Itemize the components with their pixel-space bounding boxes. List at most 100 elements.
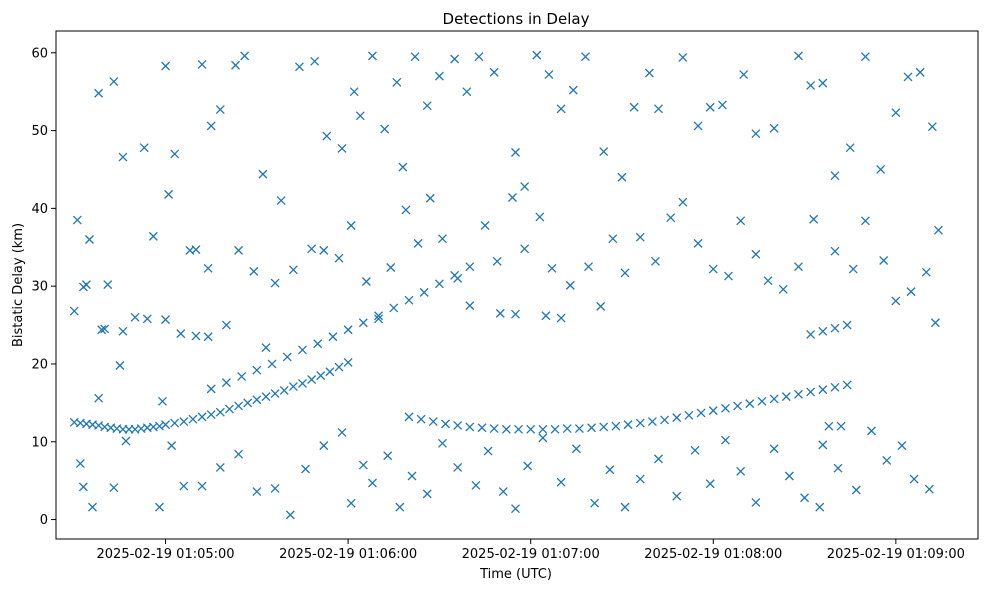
- data-point-marker: [769, 394, 779, 404]
- data-point-marker: [693, 238, 703, 248]
- data-point-marker: [815, 502, 825, 512]
- data-point-marker: [495, 308, 505, 318]
- data-point-marker: [237, 371, 247, 381]
- data-point-marker: [471, 480, 481, 490]
- data-point-marker: [556, 104, 566, 114]
- data-point-marker: [705, 102, 715, 112]
- data-point-marker: [270, 483, 280, 493]
- data-point-marker: [179, 417, 189, 426]
- y-tick-label: 30: [31, 280, 48, 295]
- data-point-marker: [851, 485, 861, 495]
- data-point-marker: [867, 426, 876, 436]
- data-point-marker: [288, 265, 298, 275]
- data-point-marker: [845, 143, 855, 153]
- data-point-marker: [170, 418, 180, 428]
- data-point-marker: [252, 487, 262, 497]
- data-point-marker: [191, 331, 201, 341]
- data-point-marker: [72, 215, 82, 225]
- data-point-marker: [818, 78, 828, 88]
- data-point-marker: [590, 498, 600, 508]
- data-point-marker: [897, 441, 907, 451]
- data-point-marker: [739, 70, 749, 80]
- data-point-marker: [635, 418, 645, 428]
- data-point-marker: [745, 399, 755, 409]
- data-point-marker: [520, 244, 530, 254]
- data-point-marker: [927, 122, 937, 132]
- data-point-marker: [307, 375, 317, 384]
- data-point-marker: [751, 129, 761, 139]
- data-point-marker: [234, 245, 244, 255]
- data-point-marker: [562, 424, 572, 433]
- x-axis: 2025-02-19 01:05:00 2025-02-19 01:06:00 20…: [97, 539, 965, 562]
- data-point-marker: [450, 54, 460, 64]
- data-point-marker: [334, 362, 344, 372]
- data-point-marker: [848, 264, 858, 274]
- plot-frame: [55, 30, 979, 540]
- data-point-marker: [404, 295, 414, 305]
- data-point-marker: [538, 424, 548, 434]
- data-point-marker: [398, 162, 408, 172]
- data-point-marker: [88, 502, 97, 512]
- data-point-marker: [410, 52, 420, 62]
- y-tick-label: 40: [31, 202, 48, 217]
- x-axis-label: Time (UTC): [479, 567, 552, 582]
- data-point-marker: [751, 249, 761, 259]
- data-point-marker: [757, 396, 767, 406]
- data-point-marker: [282, 352, 292, 362]
- data-point-marker: [806, 80, 816, 90]
- data-point-marker: [532, 50, 542, 60]
- data-point-marker: [349, 87, 359, 97]
- data-point-marker: [550, 424, 560, 434]
- data-point-marker: [319, 245, 329, 255]
- data-point-marker: [334, 253, 344, 263]
- data-point-marker: [261, 392, 271, 402]
- data-point-marker: [836, 421, 846, 431]
- data-point-marker: [154, 502, 164, 512]
- data-point-marker: [465, 301, 475, 311]
- data-point-marker: [374, 311, 384, 321]
- data-point-marker: [197, 59, 207, 69]
- y-tick-label: 10: [31, 435, 48, 450]
- data-point-marker: [903, 72, 913, 82]
- data-point-marker: [587, 423, 597, 433]
- data-point-marker: [781, 392, 791, 402]
- data-point-marker: [608, 234, 618, 244]
- data-point-marker: [915, 67, 925, 77]
- data-point-marker: [453, 420, 463, 430]
- y-tick-label: 0: [40, 513, 48, 528]
- data-point-marker: [556, 313, 566, 323]
- data-point-marker: [94, 393, 104, 403]
- data-point-marker: [337, 427, 347, 437]
- data-point-marker: [507, 193, 517, 202]
- data-point-marker: [294, 62, 304, 72]
- data-point-marker: [167, 441, 177, 451]
- data-point-marker: [556, 477, 566, 487]
- data-point-marker: [605, 465, 615, 475]
- data-point-marker: [523, 461, 533, 471]
- data-point-marker: [270, 389, 280, 398]
- data-point-marker: [407, 471, 417, 481]
- data-point-marker: [69, 306, 79, 316]
- data-point-marker: [419, 287, 429, 297]
- data-point-marker: [818, 385, 828, 395]
- data-point-marker: [164, 189, 174, 199]
- data-point-marker: [830, 382, 840, 392]
- data-point-marker: [139, 143, 149, 153]
- data-point-marker: [425, 193, 435, 203]
- data-point-marker: [148, 231, 158, 241]
- data-point-marker: [520, 182, 530, 192]
- data-point-marker: [142, 314, 152, 324]
- data-point-marker: [800, 493, 810, 503]
- data-point-marker: [830, 246, 840, 256]
- data-point-marker: [535, 212, 545, 222]
- data-point-marker: [462, 87, 472, 97]
- data-point-marker: [720, 403, 730, 413]
- data-point-marker: [794, 51, 803, 61]
- y-tick-label: 20: [31, 357, 48, 372]
- data-point-marker: [234, 401, 244, 411]
- data-point-marker: [298, 345, 307, 355]
- data-point-marker: [240, 51, 250, 61]
- data-point-marker: [380, 124, 390, 134]
- data-point-marker: [644, 68, 654, 78]
